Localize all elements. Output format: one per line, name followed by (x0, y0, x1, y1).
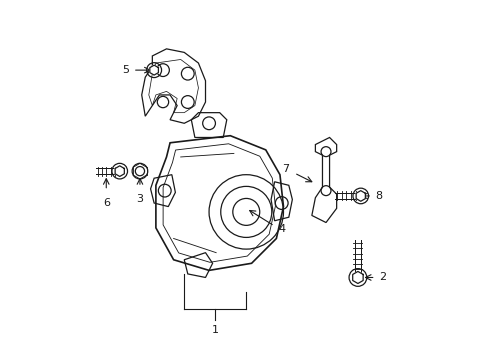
Polygon shape (311, 138, 336, 222)
Text: 3: 3 (136, 194, 143, 204)
Polygon shape (142, 49, 205, 123)
Text: 2: 2 (378, 273, 386, 283)
Text: 8: 8 (375, 191, 382, 201)
Polygon shape (270, 182, 292, 221)
Text: 6: 6 (102, 198, 109, 208)
Polygon shape (149, 65, 158, 75)
Polygon shape (352, 271, 363, 283)
Polygon shape (191, 113, 226, 138)
Text: 5: 5 (122, 65, 129, 75)
Polygon shape (184, 253, 212, 278)
Polygon shape (156, 136, 283, 270)
Text: 7: 7 (281, 165, 288, 174)
Polygon shape (115, 166, 124, 176)
Text: 1: 1 (211, 325, 218, 335)
Polygon shape (150, 175, 175, 207)
Polygon shape (355, 191, 365, 201)
Text: 4: 4 (278, 224, 285, 234)
